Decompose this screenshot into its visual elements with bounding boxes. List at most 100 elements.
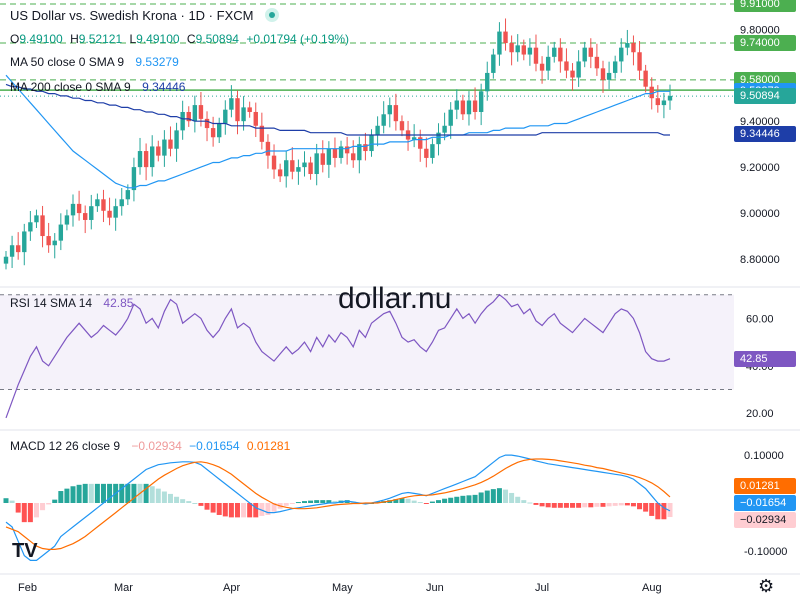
macd-hist-bar: [570, 503, 576, 508]
macd-hist-bar: [594, 503, 600, 507]
macd-hist-bar: [76, 484, 82, 503]
macd-line-value: −0.01654: [189, 439, 240, 453]
macd-tick-label: 0.10000: [744, 450, 784, 462]
candle-body: [454, 100, 459, 110]
candle-body: [241, 107, 246, 122]
macd-hist-bar: [161, 491, 167, 503]
candle-body: [125, 190, 131, 200]
macd-hist-bar: [186, 501, 192, 503]
macd-hist-bar: [192, 503, 198, 504]
gear-icon[interactable]: ⚙: [758, 576, 775, 596]
candle-body: [448, 109, 453, 126]
candle-body: [40, 215, 45, 237]
ma200-legend[interactable]: MA 200 close 0 SMA 9 9.34446: [10, 80, 185, 94]
macd-signal-value: 0.01281: [246, 439, 291, 453]
macd-hist-bar: [82, 483, 88, 503]
macd-hist-bar: [88, 483, 94, 503]
macd-hist-bar: [405, 498, 411, 503]
macd-hist-bar: [417, 502, 423, 504]
price-tick-label: 9.80000: [740, 24, 780, 36]
macd-hist-bar: [204, 503, 210, 510]
candle-body: [52, 240, 57, 246]
candle-body: [375, 125, 380, 135]
open-value: 9.49100: [19, 32, 63, 46]
price-tick-label: 8.80000: [740, 254, 780, 266]
candle-body: [101, 199, 106, 211]
macd-hist-bar: [198, 503, 204, 506]
macd-hist-bar: [643, 503, 649, 512]
candle-body: [533, 47, 539, 64]
candle-body: [338, 146, 344, 158]
candle-body: [582, 47, 587, 62]
macd-hist-bar: [539, 503, 545, 507]
close-value: 9.50894: [195, 32, 239, 46]
candle-body: [606, 72, 612, 80]
macd-legend[interactable]: MACD 12 26 close 9 −0.02934 −0.01654 0.0…: [10, 439, 290, 453]
macd-hist-bar: [332, 501, 338, 503]
macd-hist-bar: [247, 503, 253, 518]
ma50-value: 9.53279: [135, 55, 179, 69]
macd-hist-bar: [630, 503, 636, 507]
macd-hist-bar: [557, 503, 563, 508]
candle-body: [204, 118, 210, 129]
price-tag: 9.91000: [734, 0, 796, 12]
macd-hist-bar: [563, 503, 569, 508]
candle-body: [594, 56, 600, 69]
candle-body: [667, 95, 673, 101]
candle-body: [436, 132, 441, 145]
macd-hist-bar: [460, 495, 466, 503]
candle-body: [186, 111, 191, 122]
candle-body: [625, 43, 630, 48]
price-tag: 9.74000: [734, 35, 796, 52]
macd-hist-bar: [174, 496, 180, 503]
macd-hist-value: −0.02934: [131, 439, 182, 453]
candle-body: [113, 206, 118, 218]
x-tick-label: May: [332, 582, 353, 594]
rsi-legend[interactable]: RSI 14 SMA 14 42.85: [10, 296, 133, 310]
candle-body: [192, 105, 198, 122]
candle-body: [588, 47, 594, 57]
candle-body: [478, 91, 484, 112]
macd-hist-bar: [429, 501, 435, 503]
candle-body: [381, 114, 386, 126]
macd-hist-bar: [149, 486, 155, 503]
macd-hist-bar: [606, 503, 612, 507]
rsi-tick-label: 60.00: [746, 313, 774, 325]
candle-body: [515, 45, 520, 53]
macd-hist-bar: [58, 491, 64, 503]
close-label: C: [186, 32, 196, 46]
price-tick-label: 9.40000: [740, 116, 780, 128]
macd-hist-bar: [241, 503, 247, 518]
candle-body: [424, 148, 429, 158]
macd-hist-bar: [393, 499, 399, 503]
macd-hist-bar: [618, 503, 624, 506]
chart-title: US Dollar vs. Swedish Krona · 1D · FXCM: [10, 8, 254, 23]
macd-hist-bar: [259, 503, 265, 516]
candle-body: [369, 134, 374, 152]
candle-body: [649, 86, 654, 99]
ohlc-row: O9.49100 H9.52121 L9.49100 C9.50894 +0.0…: [10, 32, 349, 46]
macd-hist-bar: [283, 503, 289, 506]
macd-hist-bar: [52, 499, 58, 503]
macd-hist-bar: [301, 501, 307, 503]
ma50-legend[interactable]: MA 50 close 0 SMA 9 9.53279: [10, 55, 179, 69]
macd-hist-bar: [33, 503, 39, 518]
macd-hist-bar: [167, 493, 173, 503]
candle-body: [168, 139, 173, 149]
candle-body: [3, 256, 9, 264]
rsi-tick-label: 20.00: [746, 408, 774, 420]
candle-body: [22, 231, 27, 253]
x-tick-label: Jun: [426, 582, 444, 594]
candle-body: [119, 199, 124, 207]
candle-body: [223, 109, 228, 124]
macd-hist-bar: [411, 500, 417, 503]
candle-body: [497, 31, 502, 55]
candle-body: [643, 70, 648, 87]
candle-body: [612, 61, 618, 73]
macd-hist-bar: [496, 488, 502, 503]
macd-hist-bar: [107, 483, 113, 503]
rsi-band: [0, 294, 734, 390]
candle-body: [28, 222, 33, 232]
ma50-label: MA 50 close 0 SMA 9: [10, 55, 125, 69]
